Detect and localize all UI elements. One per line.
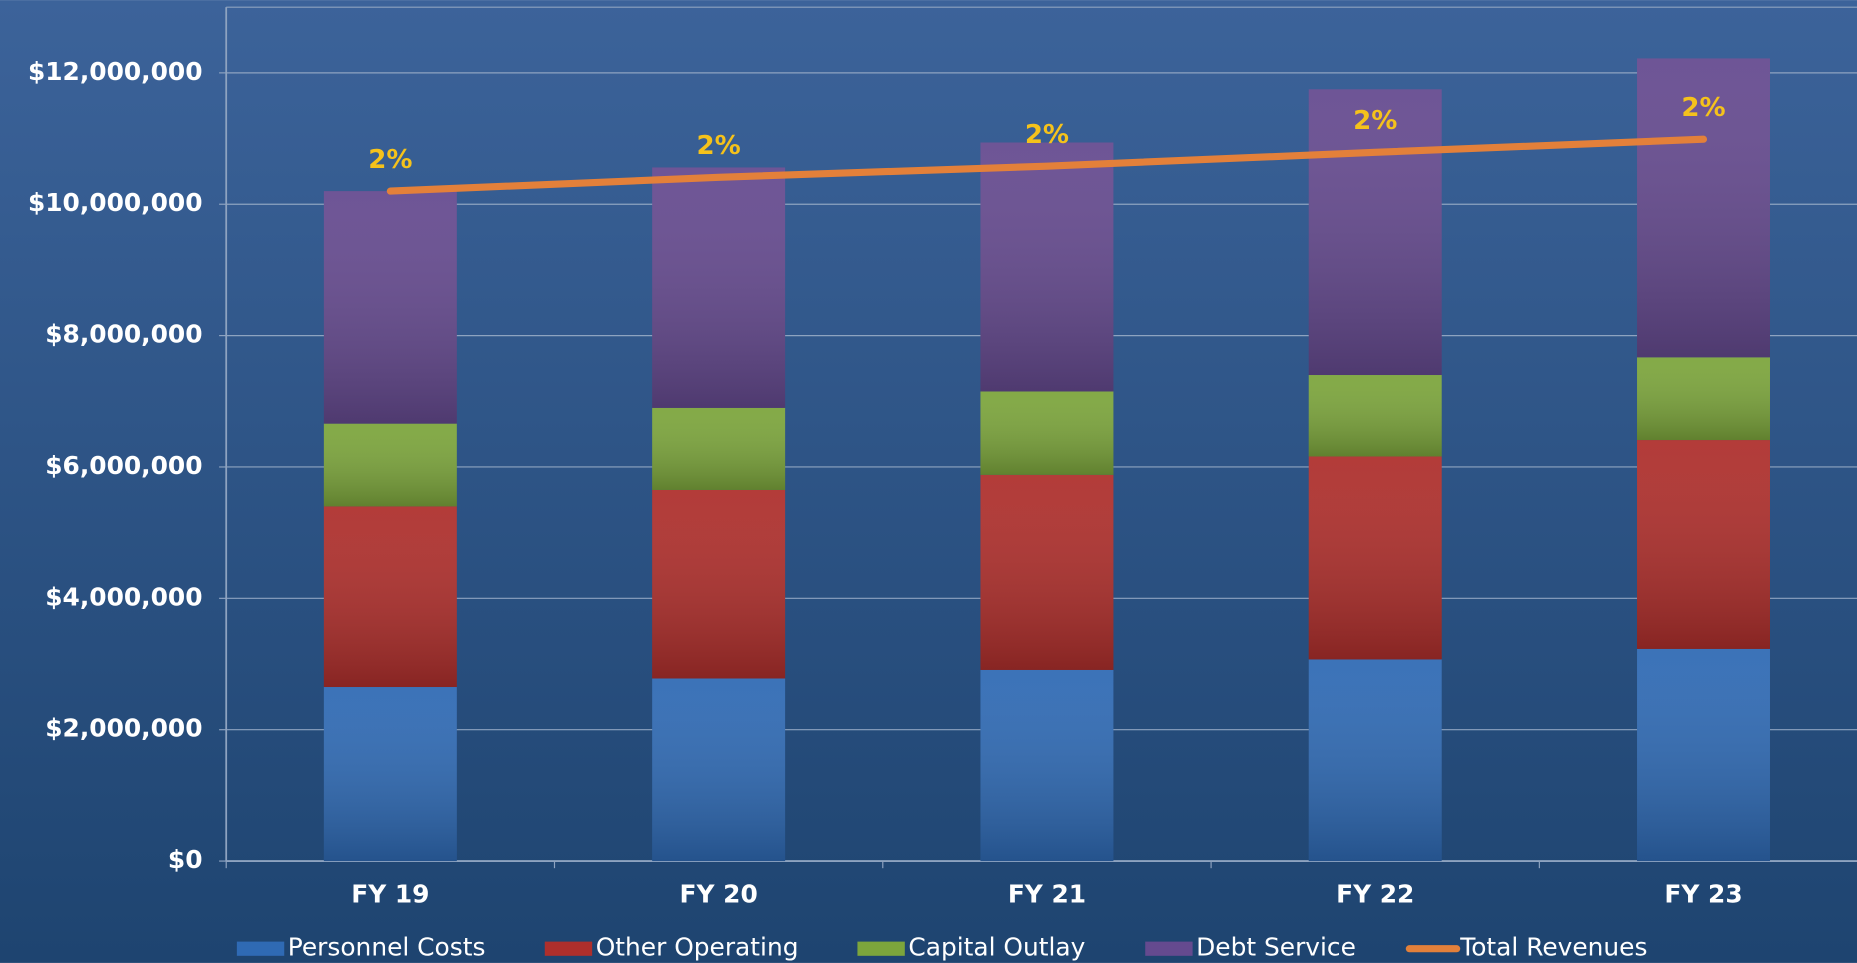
x-tick-label: FY 22	[1336, 879, 1414, 908]
legend-label: Other Operating	[596, 933, 799, 962]
bar-shade	[1308, 89, 1442, 376]
annotation: 2%	[1681, 93, 1725, 123]
y-tick-label: $6,000,000	[45, 451, 202, 480]
annotation: 2%	[1025, 120, 1069, 150]
legend-swatch	[1145, 941, 1193, 956]
bar-shade	[980, 142, 1114, 392]
annotation: 2%	[697, 131, 741, 161]
bar-shade	[1637, 58, 1770, 358]
bar-shade	[323, 506, 457, 688]
bar-shade	[1308, 375, 1442, 457]
legend-label: Debt Service	[1196, 933, 1356, 962]
legend-label: Capital Outlay	[908, 933, 1085, 962]
bar-shade	[323, 687, 457, 862]
y-tick-label: $4,000,000	[45, 582, 202, 611]
bar-shade	[323, 423, 457, 507]
x-tick-label: FY 23	[1664, 879, 1742, 908]
line-series	[386, 135, 1708, 195]
bar-shade	[980, 474, 1114, 670]
y-tick-label: $0	[168, 845, 203, 874]
legend-swatch	[857, 941, 905, 956]
x-tick-label: FY 21	[1008, 879, 1086, 908]
bar-shade	[652, 678, 786, 862]
bar-shade	[980, 391, 1114, 475]
annotation: 2%	[368, 145, 412, 175]
bar-shade	[1637, 357, 1770, 441]
x-tick-label: FY 20	[680, 879, 758, 908]
annotation: 2%	[1353, 106, 1397, 136]
bar-shade	[1637, 648, 1770, 862]
bar-shade	[1308, 456, 1442, 660]
y-tick-label: $2,000,000	[45, 714, 202, 743]
bar-shade	[652, 407, 786, 490]
bar-shade	[1637, 440, 1770, 649]
bar-shade	[980, 669, 1114, 862]
bar-shade	[652, 167, 786, 408]
legend-swatch	[544, 941, 593, 956]
legend-swatch	[236, 941, 285, 956]
y-tick-label: $12,000,000	[28, 57, 203, 86]
y-tick-label: $8,000,000	[45, 320, 202, 349]
bar-shade	[1308, 659, 1442, 862]
legend-label: Personnel Costs	[288, 933, 486, 962]
bar-shade	[652, 489, 786, 679]
y-tick-label: $10,000,000	[28, 188, 203, 217]
legend-label: Total Revenues	[1459, 933, 1647, 962]
bar-shade	[323, 191, 457, 424]
x-tick-label: FY 19	[351, 879, 429, 908]
